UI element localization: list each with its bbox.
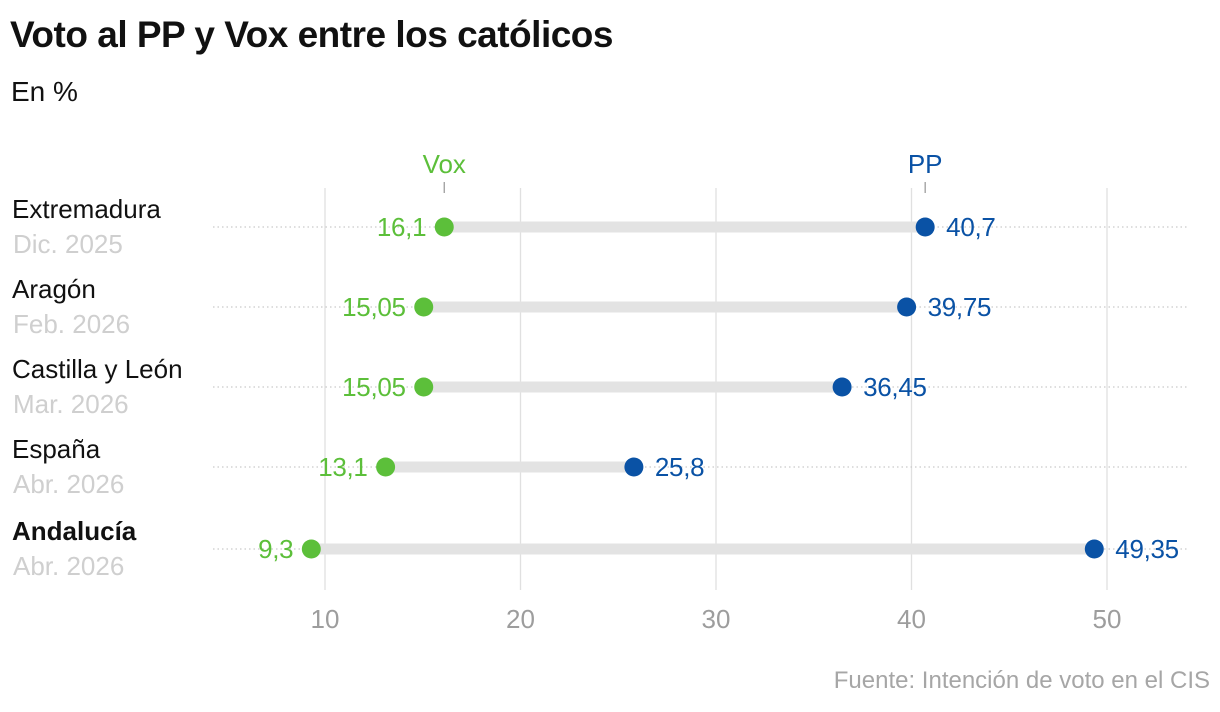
x-tick-label: 20 [506, 604, 535, 634]
vox-value-label: 15,05 [342, 292, 406, 322]
vox-dot [376, 457, 396, 477]
pp-value-label: 49,35 [1115, 534, 1179, 564]
x-tick-label: 40 [897, 604, 926, 634]
row-label: España [12, 434, 101, 464]
pp-value-label: 25,8 [655, 452, 704, 482]
pp-value-label: 40,7 [946, 212, 995, 242]
pp-dot [832, 377, 852, 397]
chart-subtitle: En % [11, 76, 78, 107]
vox-dot [414, 377, 434, 397]
row-date: Abr. 2026 [13, 551, 124, 581]
pp-dot [915, 217, 935, 237]
pp-dot [1084, 539, 1104, 559]
source-note: Fuente: Intención de voto en el CIS [833, 667, 1210, 694]
vox-dot [434, 217, 454, 237]
vox-value-label: 16,1 [377, 212, 426, 242]
pp-dot [624, 457, 644, 477]
pp-value-label: 36,45 [863, 372, 927, 402]
row-label: Aragón [12, 274, 96, 304]
row-date: Mar. 2026 [13, 389, 129, 419]
vox-dot [301, 539, 321, 559]
vox-value-label: 15,05 [342, 372, 406, 402]
chart-title: Voto al PP y Vox entre los católicos [10, 14, 613, 55]
x-tick-label: 10 [311, 604, 340, 634]
row-label: Andalucía [12, 516, 137, 546]
series-label-pp: PP [908, 149, 943, 179]
row-label: Extremadura [12, 194, 161, 224]
vox-value-label: 9,3 [258, 534, 293, 564]
row-date: Dic. 2025 [13, 229, 123, 259]
vox-value-label: 13,1 [318, 452, 367, 482]
pp-value-label: 39,75 [928, 292, 992, 322]
x-tick-label: 50 [1093, 604, 1122, 634]
row-date: Abr. 2026 [13, 469, 124, 499]
row-label: Castilla y León [12, 354, 183, 384]
series-label-vox: Vox [423, 149, 466, 179]
x-tick-label: 30 [702, 604, 731, 634]
pp-dot [897, 297, 917, 317]
vox-dot [414, 297, 434, 317]
row-date: Feb. 2026 [13, 309, 130, 339]
